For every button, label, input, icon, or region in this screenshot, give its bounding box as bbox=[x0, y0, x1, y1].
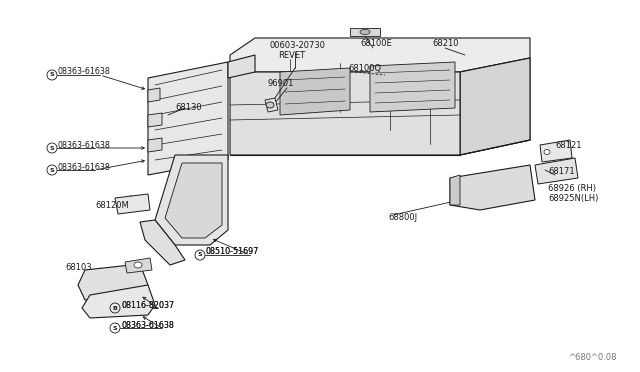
Polygon shape bbox=[165, 163, 222, 238]
Polygon shape bbox=[230, 58, 530, 155]
Polygon shape bbox=[82, 285, 155, 318]
Ellipse shape bbox=[134, 262, 142, 268]
Polygon shape bbox=[155, 155, 228, 245]
Text: B: B bbox=[113, 305, 117, 311]
Ellipse shape bbox=[266, 102, 274, 108]
Text: 68926 (RH): 68926 (RH) bbox=[548, 183, 596, 192]
Text: 68130: 68130 bbox=[175, 103, 202, 112]
Polygon shape bbox=[228, 55, 255, 78]
Polygon shape bbox=[450, 175, 460, 205]
Text: 08363-61638: 08363-61638 bbox=[121, 321, 174, 330]
Polygon shape bbox=[540, 140, 572, 162]
Text: 08116-82037: 08116-82037 bbox=[121, 301, 174, 310]
Text: 96901: 96901 bbox=[268, 80, 294, 89]
Text: 08363-61638: 08363-61638 bbox=[58, 141, 111, 150]
Text: 68103: 68103 bbox=[65, 263, 92, 273]
Text: S: S bbox=[50, 145, 54, 151]
Text: 68925N(LH): 68925N(LH) bbox=[548, 193, 598, 202]
Polygon shape bbox=[148, 113, 162, 127]
Text: 08510-51697: 08510-51697 bbox=[206, 247, 259, 257]
Polygon shape bbox=[148, 138, 162, 152]
Polygon shape bbox=[125, 258, 152, 273]
Polygon shape bbox=[78, 264, 148, 300]
Text: 08363-61638: 08363-61638 bbox=[121, 321, 174, 330]
Text: 08363-61638: 08363-61638 bbox=[58, 67, 111, 77]
Text: REVET: REVET bbox=[278, 51, 305, 61]
Polygon shape bbox=[370, 62, 455, 112]
Ellipse shape bbox=[360, 29, 370, 35]
Polygon shape bbox=[450, 165, 535, 210]
Polygon shape bbox=[148, 88, 160, 102]
Polygon shape bbox=[280, 68, 350, 115]
Polygon shape bbox=[460, 58, 530, 155]
Text: 68100Q: 68100Q bbox=[348, 64, 381, 73]
Text: 68100E: 68100E bbox=[360, 39, 392, 48]
Text: 00603-20730: 00603-20730 bbox=[270, 42, 326, 51]
Polygon shape bbox=[230, 38, 530, 72]
Text: 08510-51697: 08510-51697 bbox=[206, 247, 259, 257]
Polygon shape bbox=[350, 28, 380, 36]
Text: 68800J: 68800J bbox=[388, 214, 417, 222]
Polygon shape bbox=[535, 158, 578, 184]
Text: S: S bbox=[198, 253, 202, 257]
Polygon shape bbox=[140, 220, 185, 265]
Text: S: S bbox=[50, 73, 54, 77]
Text: 08116-82037: 08116-82037 bbox=[121, 301, 174, 310]
Text: 68210: 68210 bbox=[432, 39, 458, 48]
Text: 68120M: 68120M bbox=[95, 201, 129, 209]
Ellipse shape bbox=[544, 150, 550, 154]
Text: S: S bbox=[113, 326, 117, 330]
Polygon shape bbox=[115, 194, 150, 214]
Polygon shape bbox=[265, 98, 278, 112]
Text: 68121: 68121 bbox=[555, 141, 582, 150]
Text: ^680^0.08: ^680^0.08 bbox=[568, 353, 616, 362]
Text: S: S bbox=[50, 167, 54, 173]
Text: 08363-61638: 08363-61638 bbox=[58, 163, 111, 171]
Text: 68171: 68171 bbox=[548, 167, 575, 176]
Polygon shape bbox=[148, 62, 228, 175]
